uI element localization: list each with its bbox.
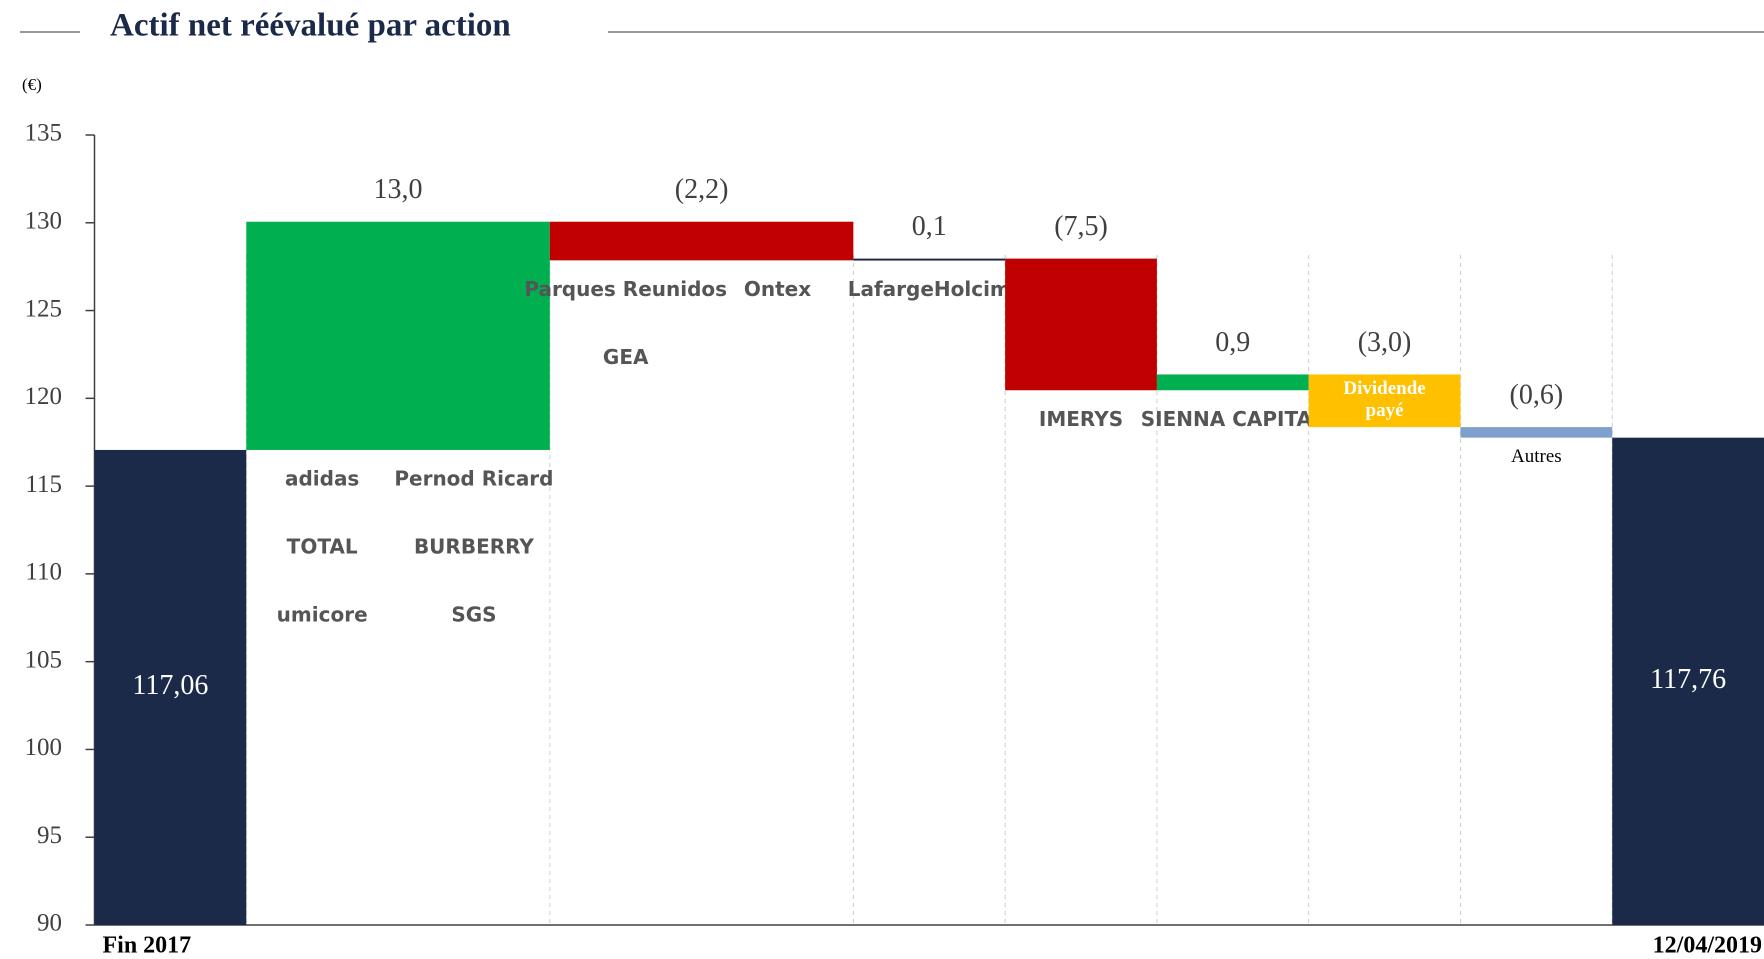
bar: [246, 221, 550, 450]
bar: [853, 258, 1006, 261]
value-label: (3,0): [1358, 327, 1412, 358]
logo-text: umicore: [277, 602, 368, 626]
value-label: 117,06: [132, 670, 208, 701]
y-tick-label: 130: [25, 208, 63, 235]
logo-text: SGS: [451, 602, 496, 626]
y-tick-label: 100: [25, 734, 63, 761]
logo-text: Pernod Ricard: [394, 466, 553, 490]
bar: [1005, 258, 1157, 391]
y-tick-label: 90: [37, 910, 62, 937]
unit-label: (€): [22, 75, 42, 94]
chart-title: Actif net réévalué par action: [110, 8, 511, 44]
logo-text: Ontex: [744, 277, 811, 301]
annotation-box: Dividende payé: [1343, 378, 1426, 422]
logo-text: BURBERRY: [414, 534, 534, 558]
bar: [549, 221, 854, 261]
logo-text: Parques Reunidos: [524, 277, 727, 301]
y-tick-label: 125: [25, 295, 63, 322]
annotation: Autres: [1511, 445, 1562, 467]
y-tick-label: 115: [25, 471, 62, 498]
logo-text: GEA: [603, 345, 649, 369]
logo-text: TOTAL: [287, 534, 358, 558]
logo-text: SIENNA CAPITAL: [1141, 407, 1325, 431]
annotation-box: Autres: [1511, 445, 1562, 467]
y-tick-label: 105: [25, 646, 63, 673]
logo-text: IMERYS: [1039, 407, 1123, 431]
bar: [1612, 437, 1764, 925]
bar: [1308, 374, 1461, 428]
value-label: 0,1: [912, 211, 947, 242]
x-tick-label: 12/04/2019: [1653, 933, 1762, 959]
bar: [1460, 427, 1613, 438]
value-label: (0,6): [1510, 380, 1564, 411]
y-tick-label: 95: [37, 822, 62, 849]
value-label: 117,76: [1650, 664, 1726, 695]
value-label: 13,0: [374, 174, 423, 205]
logo-text: adidas: [285, 466, 359, 490]
value-label: (7,5): [1054, 211, 1108, 242]
annotation: Dividende payé: [1343, 378, 1426, 422]
logo-text: LafargeHolcim: [848, 277, 1011, 301]
y-tick-label: 135: [25, 120, 63, 147]
y-tick-label: 110: [25, 559, 62, 586]
bar: [94, 449, 247, 925]
x-tick-label: Fin 2017: [103, 933, 192, 959]
value-label: (2,2): [675, 174, 729, 205]
y-tick-label: 120: [25, 383, 63, 410]
bar: [1156, 374, 1309, 391]
value-label: 0,9: [1215, 327, 1250, 358]
